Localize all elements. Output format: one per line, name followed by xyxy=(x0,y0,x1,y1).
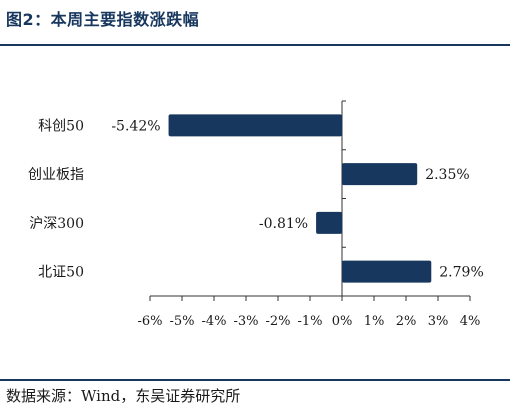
x-tick-label: -1% xyxy=(297,314,322,329)
data-label: 2.79% xyxy=(439,265,483,281)
x-tick-label: 4% xyxy=(460,314,481,329)
category-label: 沪深300 xyxy=(29,216,84,232)
x-tick-label: -4% xyxy=(201,314,226,329)
x-tick-label: -3% xyxy=(233,314,258,329)
figure-title: 图2：本周主要指数涨跌幅 xyxy=(6,10,200,29)
category-label: 创业板指 xyxy=(28,167,84,183)
data-label: -5.42% xyxy=(111,118,160,134)
bar xyxy=(342,163,418,186)
x-tick-label: 1% xyxy=(364,314,385,329)
title-rule xyxy=(0,44,510,46)
x-tick-label: 0% xyxy=(332,314,353,329)
x-tick-label: 3% xyxy=(428,314,449,329)
x-tick-label: -5% xyxy=(169,314,194,329)
x-tick-label: -2% xyxy=(265,314,290,329)
data-label: 2.35% xyxy=(425,167,469,183)
x-tick-label: 2% xyxy=(396,314,417,329)
source-note: 数据来源：Wind，东吴证券研究所 xyxy=(6,387,241,405)
x-tick-label: -6% xyxy=(137,314,162,329)
category-label: 科创50 xyxy=(38,118,84,134)
bar xyxy=(342,260,432,283)
bar xyxy=(316,211,342,234)
bar-chart: -6% -5% -4% -3% -2% -1% 0% 1% 2% 3% 4% 科创50 -5.42% 创业… xyxy=(28,100,484,329)
category-label: 北证50 xyxy=(38,265,84,281)
source-rule xyxy=(0,379,510,381)
data-label: -0.81% xyxy=(259,216,308,232)
bar xyxy=(168,114,342,137)
